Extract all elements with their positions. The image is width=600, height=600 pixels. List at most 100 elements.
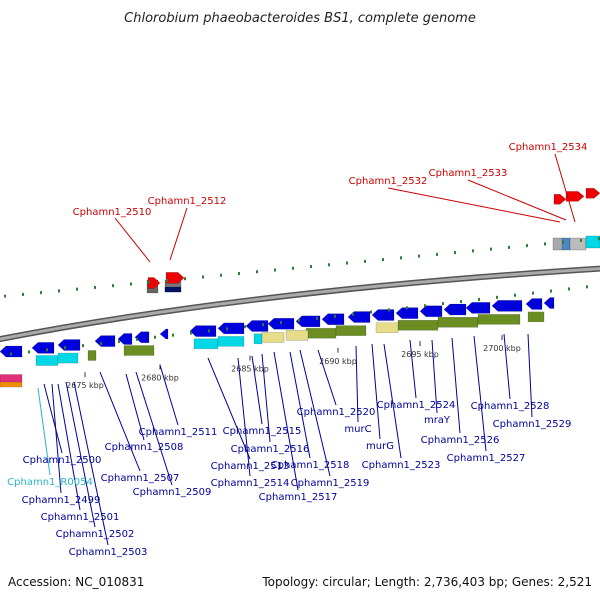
- gene-label-top: Cphamn1_2532: [349, 176, 428, 187]
- gene-box-olive: [397, 320, 439, 331]
- gene-box-khaki: [375, 322, 399, 334]
- tick-dot: [208, 329, 210, 333]
- tick-dot: [550, 289, 552, 293]
- gene-arrow-blue: [245, 320, 269, 332]
- gene-arrow-blue: [543, 297, 555, 309]
- gene-label-bottom: Cphamn1_2520: [297, 407, 376, 418]
- tick-dot: [472, 249, 474, 253]
- tick-dot: [166, 278, 168, 282]
- kbp-label: 2700 kbp: [483, 344, 521, 353]
- tick-dot: [202, 275, 204, 279]
- leader-line: [237, 357, 251, 477]
- leader-line: [273, 351, 299, 491]
- gene-arrow-red: [565, 191, 585, 202]
- tick-dot: [352, 312, 354, 316]
- backbone-layer: [0, 265, 600, 343]
- gene-label-bottom: mraY: [424, 415, 451, 426]
- leader-line: [43, 383, 63, 454]
- tick-dot: [130, 282, 132, 286]
- gene-label-bottom: Cphamn1_2519: [291, 478, 370, 489]
- tick-dot: [568, 287, 570, 291]
- gene-arrow-blue: [189, 325, 217, 337]
- leader-line: [317, 349, 337, 406]
- leader-line: [355, 345, 359, 423]
- gene-arrow-blue: [94, 335, 116, 347]
- gene-label-bottom: Cphamn1_2500: [23, 455, 102, 466]
- tick-dot: [10, 352, 12, 356]
- tick-dot: [382, 258, 384, 262]
- tick-dot: [112, 284, 114, 288]
- leader-line: [114, 217, 151, 263]
- gene-arrow-blue: [31, 342, 55, 354]
- leader-line: [159, 364, 179, 426]
- gene-box-cyan: [585, 235, 600, 249]
- leader-line: [554, 153, 576, 223]
- tick-dot: [148, 280, 150, 284]
- gene-arrow-blue: [443, 303, 467, 316]
- tick-dot: [514, 293, 516, 297]
- gene-box-cyan: [253, 333, 263, 345]
- gene-box-olive: [527, 311, 545, 323]
- gene-box-olive: [335, 325, 367, 336]
- leader-line: [37, 387, 51, 476]
- leader-line: [65, 381, 96, 528]
- gene-label-bottom: Cphamn1_2499: [22, 495, 101, 506]
- tick-dot: [136, 337, 138, 341]
- gene-arrow-blue: [419, 305, 443, 318]
- leader-line: [387, 187, 561, 223]
- accession-text: Accession: NC_010831: [8, 575, 144, 589]
- gene-label-bottom: Cphamn1_2516: [231, 444, 310, 455]
- gene-label-bottom: Cphamn1_2511: [139, 427, 218, 438]
- tick-dot: [190, 331, 192, 335]
- leader-line: [383, 343, 402, 459]
- tick-dot: [292, 266, 294, 270]
- tick-dot: [256, 270, 258, 274]
- tick-dot: [58, 289, 60, 293]
- gene-label-bottom: murC: [344, 424, 371, 435]
- gene-box-khaki: [261, 332, 285, 343]
- gene-box-cyan: [217, 336, 245, 347]
- gene-label-bottom: Cphamn1_2517: [259, 492, 338, 503]
- kbp-label: 2685 kbp: [231, 365, 269, 374]
- tick-dot: [298, 318, 300, 322]
- tick-dot: [454, 251, 456, 255]
- leader-line: [73, 381, 109, 546]
- tick-dot: [436, 252, 438, 256]
- leader-line: [289, 351, 311, 459]
- gene-label-bottom: Cphamn1_2501: [41, 512, 120, 523]
- labels-layer: Cphamn1_2510Cphamn1_2512Cphamn1_2532Cpha…: [7, 142, 587, 558]
- gene-label-bottom: Cphamn1_2509: [133, 487, 212, 498]
- tick-dot: [172, 333, 174, 337]
- tick-dot: [262, 323, 264, 327]
- tick-dot: [76, 287, 78, 291]
- tick-dot: [40, 291, 42, 295]
- gene-box-cyan: [57, 352, 79, 364]
- tick-dot: [364, 259, 366, 263]
- tick-dot: [328, 263, 330, 267]
- gene-box-khaki: [285, 330, 309, 341]
- gene-arrow-blue: [217, 322, 245, 335]
- leader-line: [473, 335, 487, 452]
- gene-arrow-red: [147, 277, 161, 289]
- leader-line: [135, 371, 173, 486]
- tick-dot: [526, 244, 528, 248]
- leader-line: [451, 337, 461, 434]
- tick-dot: [118, 339, 120, 343]
- gene-label-bottom: Cphamn1_2515: [223, 426, 302, 437]
- gene-box-gray: [552, 237, 564, 251]
- leader-line: [503, 333, 511, 400]
- gene-box-olive: [123, 345, 155, 356]
- tick-dot: [532, 291, 534, 295]
- gene-box-gray: [569, 237, 587, 251]
- leader-line: [207, 357, 251, 460]
- leader-line: [527, 333, 533, 418]
- tick-dot: [184, 277, 186, 281]
- gene-arrow-blue: [321, 313, 345, 325]
- gene-box-cyan: [35, 355, 59, 366]
- tick-dot: [28, 350, 30, 354]
- gene-label-bottom: murG: [366, 441, 394, 452]
- gene-arrow-blue: [295, 315, 321, 328]
- gene-arrow-blue: [371, 309, 395, 321]
- gene-label-top: Cphamn1_2534: [509, 142, 588, 153]
- backbone-arc-highlight: [0, 267, 600, 341]
